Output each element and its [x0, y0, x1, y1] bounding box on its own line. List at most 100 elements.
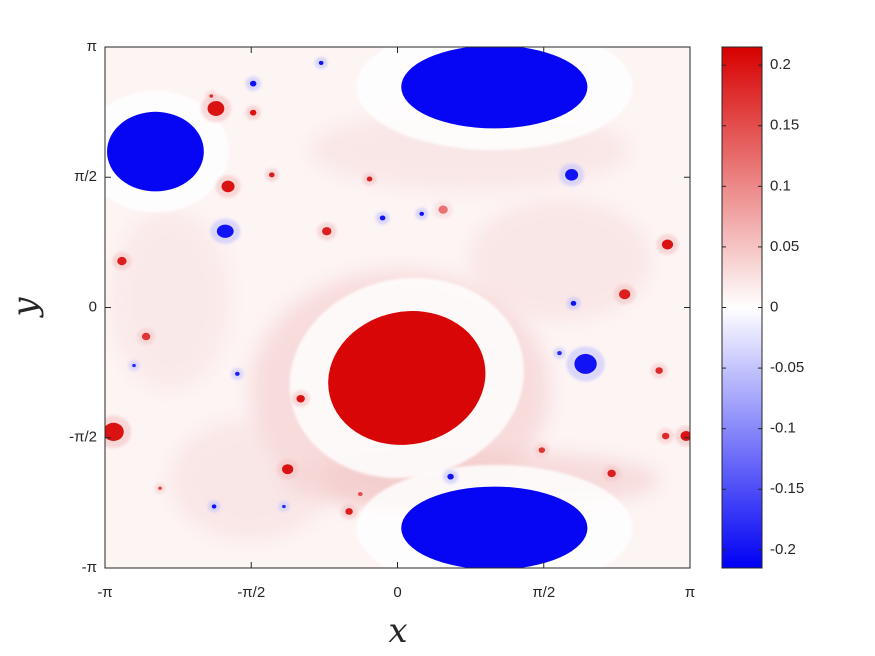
x-tick-label: -π/2: [237, 584, 265, 601]
vortex-core: [438, 205, 448, 214]
vortex-core: [209, 94, 214, 98]
vortex-core: [207, 101, 225, 116]
vortex-core: [141, 332, 151, 341]
vortex-core: [318, 60, 324, 65]
vortex-core: [607, 469, 616, 478]
colorbar-tick-label: 0.15: [770, 117, 799, 134]
positive-vortex: [205, 90, 217, 102]
positive-vortex: [245, 105, 261, 120]
positive-vortex: [264, 168, 279, 182]
colorbar-tick-label: -0.15: [770, 480, 804, 497]
negative-vortex: [356, 47, 633, 151]
negative-vortex: [245, 76, 261, 91]
vortex-core: [661, 432, 670, 440]
negative-vortex: [207, 500, 221, 513]
vortex-core: [158, 486, 162, 490]
vortex-core: [105, 422, 124, 441]
colorbar-tick-label: 0.1: [770, 177, 791, 194]
x-tick-label: -π: [97, 584, 112, 601]
vortex-core: [117, 256, 127, 266]
vortex-core: [557, 351, 562, 356]
y-tick-label: π: [87, 38, 97, 55]
vortex-core: [221, 180, 235, 193]
negative-vortex: [415, 207, 429, 220]
vortex-core: [132, 363, 136, 368]
x-axis-labels: -π -π/2 0 π/2 π x: [97, 584, 695, 651]
positive-vortex: [657, 428, 675, 444]
positive-vortex: [105, 415, 132, 449]
colorbar: 0.2 0.15 0.1 0.05 0 -0.05 -0.1 -0.15 -0.…: [721, 46, 804, 569]
vortex-core: [211, 504, 217, 509]
y-tick-label: -π: [82, 559, 97, 576]
negative-vortex: [566, 296, 581, 310]
vortex-core: [282, 504, 286, 509]
vortex-core: [419, 211, 425, 216]
y-tick-marks: [105, 46, 690, 569]
vortex-core: [401, 47, 588, 129]
colorbar-tick-label: 0: [770, 298, 778, 315]
positive-vortex: [289, 277, 524, 479]
negative-vortex: [375, 211, 390, 225]
positive-vortex: [650, 362, 668, 379]
vortex-core: [401, 486, 588, 568]
positive-vortex: [602, 464, 621, 482]
y-axis-labels: -π -π/2 0 π/2 π y: [5, 38, 97, 576]
vortex-core: [655, 367, 663, 374]
negative-vortex: [210, 218, 241, 244]
positive-vortex: [534, 442, 550, 458]
vortex-core: [447, 473, 454, 480]
colorbar-tick-label: -0.1: [770, 420, 796, 437]
negative-vortex: [314, 56, 328, 69]
positive-vortex: [675, 425, 690, 447]
negative-vortex: [128, 360, 140, 371]
vortex-core: [345, 508, 353, 515]
colorbar-tick-label: -0.05: [770, 359, 804, 376]
colorbar-tick-label: 0.2: [770, 56, 791, 73]
x-tick-marks: [104, 47, 691, 568]
vortex-core: [249, 80, 257, 87]
negative-vortex: [230, 367, 244, 380]
x-axis-title: x: [388, 611, 407, 651]
positive-vortex: [613, 284, 636, 305]
negative-vortex: [566, 346, 605, 382]
positive-vortex: [154, 482, 166, 494]
vortex-core: [107, 111, 204, 192]
vortex-core: [680, 431, 690, 441]
vortex-core: [269, 172, 275, 178]
vortex-core: [249, 109, 257, 116]
negative-vortex: [559, 163, 585, 187]
colorbar-tick-label: -0.2: [770, 541, 796, 558]
y-tick-label: -π/2: [69, 429, 97, 446]
vortex-core: [379, 215, 386, 221]
vortex-core: [357, 491, 363, 497]
negative-vortex: [278, 501, 290, 512]
vortex-core: [216, 224, 234, 238]
x-tick-label: π: [685, 584, 695, 601]
y-tick-label: 0: [89, 298, 97, 315]
vortex-core: [296, 394, 305, 403]
plot-area: [104, 46, 691, 569]
vortex-layer: [105, 47, 690, 568]
y-tick-label: π/2: [74, 168, 97, 185]
vortex-core: [661, 239, 674, 250]
positive-vortex: [112, 252, 132, 271]
vortex-core: [235, 371, 240, 376]
colorbar-tick-label: 0.05: [770, 238, 799, 255]
x-tick-label: 0: [393, 584, 401, 601]
positive-vortex: [200, 94, 232, 123]
vortex-core: [619, 289, 631, 300]
vortex-core: [574, 353, 597, 374]
vortex-core: [322, 227, 332, 236]
vortex-core: [282, 464, 294, 475]
positive-vortex: [433, 200, 453, 219]
vortex-core: [366, 176, 373, 182]
positive-vortex: [353, 488, 367, 501]
positive-vortex: [137, 328, 156, 345]
negative-vortex: [356, 464, 633, 568]
vortex-core: [328, 311, 486, 445]
negative-vortex: [442, 469, 459, 484]
positive-vortex: [340, 503, 358, 520]
colorbar-gradient: [721, 46, 763, 569]
x-tick-label: π/2: [532, 584, 555, 601]
